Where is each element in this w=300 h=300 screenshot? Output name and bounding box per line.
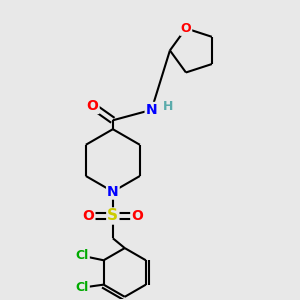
Text: Cl: Cl xyxy=(76,249,89,262)
Text: Cl: Cl xyxy=(76,281,89,294)
Text: H: H xyxy=(163,100,173,113)
Text: O: O xyxy=(82,209,94,223)
Text: O: O xyxy=(87,99,99,113)
Text: S: S xyxy=(107,208,118,224)
Text: N: N xyxy=(146,103,157,117)
Text: O: O xyxy=(181,22,191,35)
Text: N: N xyxy=(107,184,119,199)
Text: O: O xyxy=(131,209,143,223)
